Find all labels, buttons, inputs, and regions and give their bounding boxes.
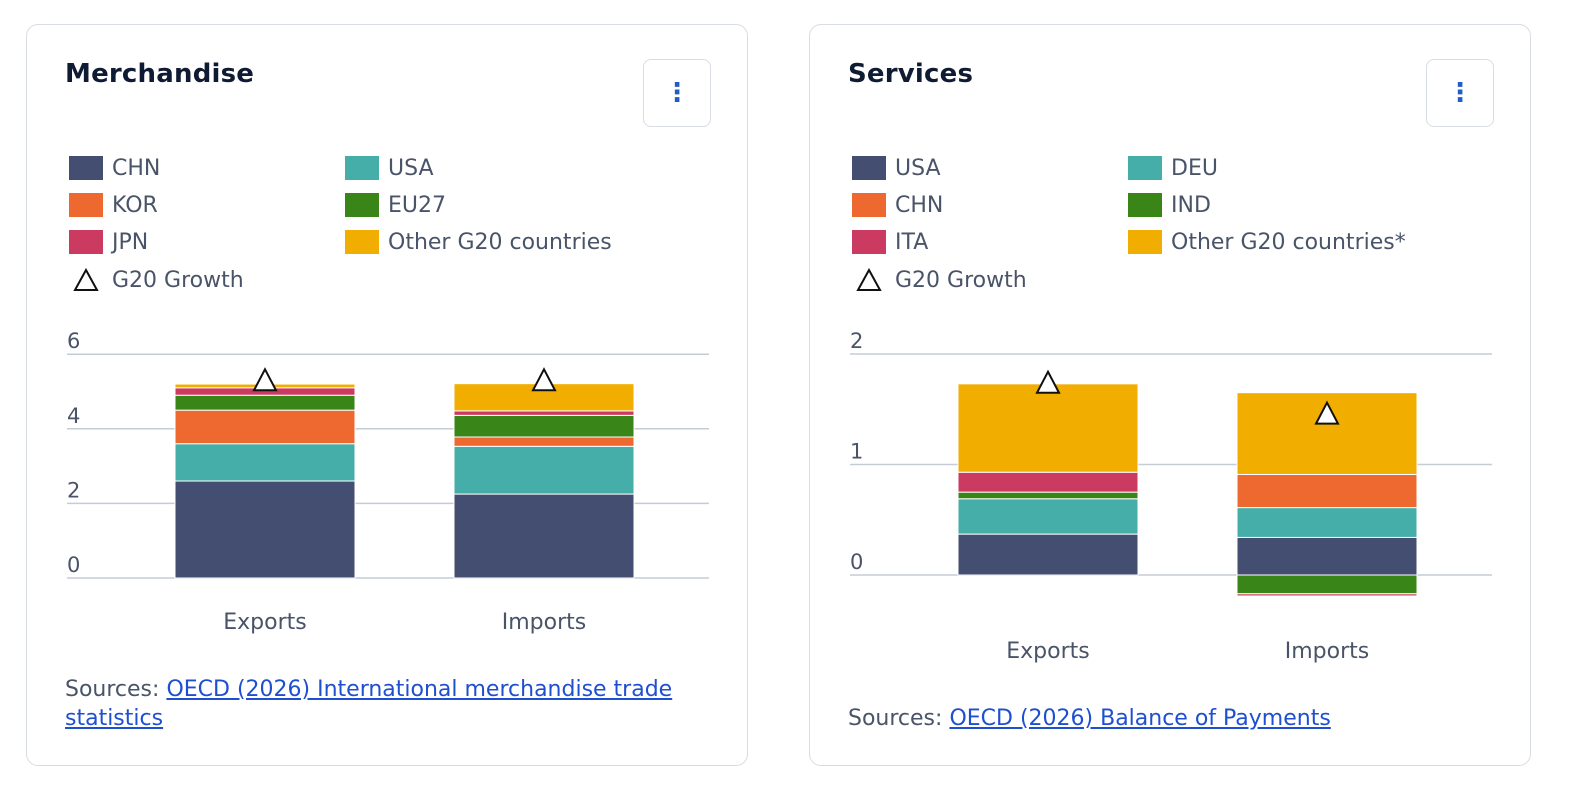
category-label-exports: Exports — [1006, 639, 1089, 664]
services-chart: 0 1 2 Exports Imports — [850, 329, 1492, 664]
bar-segment-exports-eu27[interactable] — [174, 394, 356, 411]
legend-swatch — [345, 230, 379, 254]
legend-swatch — [852, 193, 886, 217]
legend-swatch — [852, 156, 886, 180]
merchandise-sources-link[interactable]: OECD (2026) International merchandise tr… — [65, 677, 673, 731]
services-title: Services — [848, 59, 974, 89]
legend-label: EU27 — [388, 192, 446, 218]
bar-segment-imports-eu27[interactable] — [453, 414, 635, 438]
merchandise-menu-button[interactable]: ⋮ — [643, 59, 711, 127]
growth-marker-exports[interactable] — [1035, 369, 1061, 394]
bar-segment-exports-kor[interactable] — [174, 409, 356, 445]
bar-segment-imports-chn[interactable] — [453, 493, 635, 579]
legend-swatch — [345, 156, 379, 180]
sources-prefix: Sources: — [65, 677, 167, 702]
legend-swatch — [1128, 230, 1162, 254]
merchandise-title: Merchandise — [65, 59, 255, 89]
bar-segment-imports-chn[interactable] — [1236, 473, 1418, 509]
legend-label: USA — [388, 155, 434, 181]
legend-label: Other G20 countries — [388, 229, 612, 255]
legend-item-jpn[interactable]: JPN — [69, 229, 148, 255]
legend-label: USA — [895, 155, 941, 181]
legend-label: CHN — [112, 155, 161, 181]
legend-swatch — [69, 156, 103, 180]
y-tick-label: 2 — [850, 329, 863, 353]
services-menu-button[interactable]: ⋮ — [1426, 59, 1494, 127]
bar-segment-exports-other-g20-countries[interactable] — [957, 383, 1139, 473]
category-label-exports: Exports — [223, 610, 306, 635]
triangle-icon — [852, 267, 886, 293]
bar-segment-imports-kor[interactable] — [453, 436, 635, 447]
sources-prefix: Sources: — [848, 706, 950, 731]
legend-swatch — [852, 230, 886, 254]
bar-segment-exports-usa[interactable] — [174, 443, 356, 482]
bar-segment-imports-deu[interactable] — [1236, 507, 1418, 538]
legend-item-deu[interactable]: DEU — [1128, 155, 1218, 181]
bar-segment-exports-ind[interactable] — [957, 491, 1139, 500]
y-tick-label: 2 — [67, 478, 80, 502]
services-card: Services ⋮ USA DEU CHN IND ITA Other G20 coun… — [809, 24, 1531, 766]
legend-item-ind[interactable]: IND — [1128, 192, 1211, 218]
legend-item-kor[interactable]: KOR — [69, 192, 158, 218]
legend-swatch — [69, 193, 103, 217]
legend-label: DEU — [1171, 155, 1218, 181]
legend-item-g20-growth[interactable]: G20 Growth — [69, 267, 244, 293]
legend-swatch — [1128, 193, 1162, 217]
legend-swatch — [1128, 156, 1162, 180]
legend-label: G20 Growth — [112, 267, 244, 293]
growth-marker-imports[interactable] — [1314, 400, 1340, 425]
bar-segment-exports-chn[interactable] — [174, 480, 356, 579]
legend-item-chn[interactable]: CHN — [69, 155, 160, 181]
more-vertical-icon: ⋮ — [1447, 78, 1473, 108]
more-vertical-icon: ⋮ — [664, 78, 690, 108]
triangle-icon — [69, 267, 103, 293]
bar-segment-imports-ita[interactable] — [1236, 593, 1418, 597]
services-sources: Sources: OECD (2026) Balance of Payments — [848, 704, 1488, 733]
legend-item-other-g20-countries[interactable]: Other G20 countries — [345, 229, 612, 255]
legend-swatch — [69, 230, 103, 254]
bar-segment-imports-ind[interactable] — [1236, 574, 1418, 595]
legend-item-chn[interactable]: CHN — [852, 192, 943, 218]
bar-segment-imports-jpn[interactable] — [453, 410, 635, 416]
legend-label: KOR — [112, 192, 158, 218]
legend-label: IND — [1171, 192, 1211, 218]
legend-label: G20 Growth — [895, 267, 1027, 293]
merchandise-chart: 0 2 4 6 Exports Imports — [67, 329, 709, 635]
legend-swatch — [345, 193, 379, 217]
y-tick-label: 6 — [67, 329, 80, 353]
legend-item-other-g20-countries[interactable]: Other G20 countries* — [1128, 229, 1406, 255]
legend-item-ita[interactable]: ITA — [852, 229, 928, 255]
legend-item-usa[interactable]: USA — [852, 155, 941, 181]
bar-segment-imports-usa[interactable] — [1236, 536, 1418, 576]
y-tick-label: 4 — [67, 404, 80, 428]
bar-segment-exports-deu[interactable] — [957, 498, 1139, 535]
merchandise-sources: Sources: OECD (2026) International merch… — [65, 675, 705, 733]
merchandise-legend: CHN USA KOR EU27 JPN Other G20 countries G20 G… — [27, 25, 747, 325]
legend-label: CHN — [895, 192, 944, 218]
bar-segment-exports-usa[interactable] — [957, 533, 1139, 576]
legend-label: ITA — [895, 229, 929, 255]
legend-item-usa[interactable]: USA — [345, 155, 434, 181]
merchandise-card: Merchandise ⋮ CHN USA KOR EU27 JPN Other G20 … — [26, 24, 748, 766]
y-tick-label: 0 — [67, 553, 80, 577]
legend-item-g20-growth[interactable]: G20 Growth — [852, 267, 1027, 293]
services-sources-link[interactable]: OECD (2026) Balance of Payments — [949, 706, 1331, 731]
legend-label: JPN — [112, 229, 149, 255]
y-tick-label: 1 — [850, 440, 863, 464]
services-legend: USA DEU CHN IND ITA Other G20 countries* G20 G… — [810, 25, 1530, 325]
growth-marker-imports[interactable] — [531, 367, 557, 392]
y-tick-label: 0 — [850, 550, 863, 574]
legend-label: Other G20 countries* — [1171, 229, 1406, 255]
growth-marker-exports[interactable] — [252, 367, 278, 392]
category-label-imports: Imports — [502, 610, 586, 635]
category-label-imports: Imports — [1285, 639, 1369, 664]
bar-segment-imports-usa[interactable] — [453, 445, 635, 495]
bar-segment-exports-ita[interactable] — [957, 471, 1139, 493]
legend-item-eu27[interactable]: EU27 — [345, 192, 446, 218]
